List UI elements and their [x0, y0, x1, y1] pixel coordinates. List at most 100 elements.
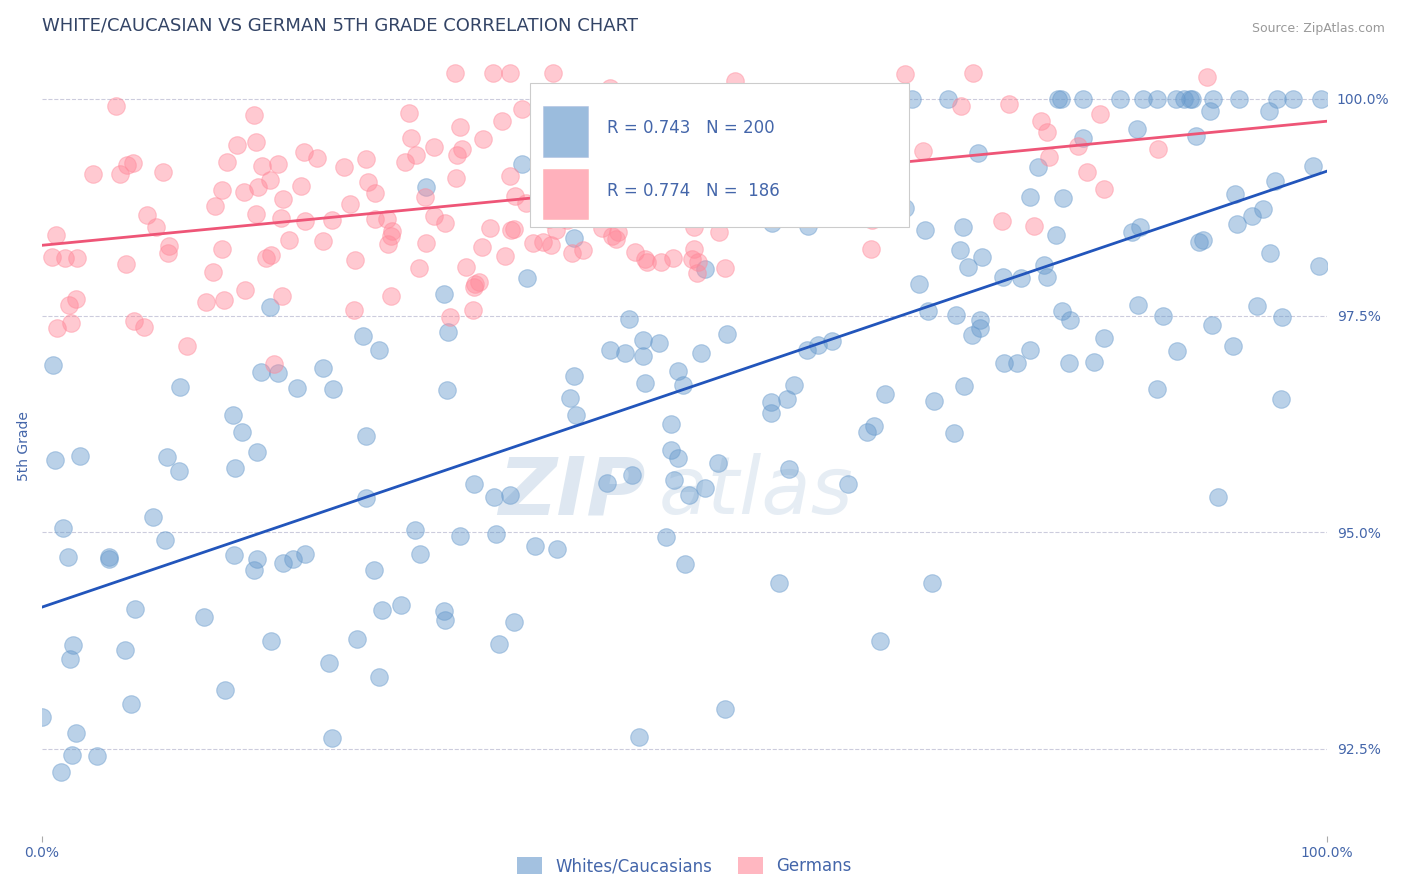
Point: [450, 120, 472, 135]
Point: [250, 365, 273, 379]
Point: [860, 213, 883, 227]
Point: [1092, 331, 1115, 345]
Point: [461, 303, 484, 318]
Point: [368, 670, 391, 684]
Point: [1052, 303, 1074, 318]
Point: [363, 211, 385, 226]
Point: [370, 602, 392, 616]
Point: [1146, 382, 1168, 396]
Point: [463, 279, 485, 293]
Point: [657, 115, 679, 129]
Point: [759, 406, 782, 420]
Point: [1270, 392, 1292, 406]
Point: [631, 333, 654, 347]
Point: [339, 197, 361, 211]
Point: [1128, 298, 1150, 312]
Point: [1258, 246, 1281, 260]
Point: [120, 697, 142, 711]
Point: [543, 66, 565, 80]
Point: [1166, 343, 1188, 358]
Point: [686, 255, 709, 269]
Point: [494, 249, 516, 263]
Point: [998, 96, 1021, 111]
Point: [524, 539, 547, 553]
Point: [875, 387, 897, 401]
Point: [662, 473, 685, 487]
Point: [176, 338, 198, 352]
Point: [211, 242, 233, 256]
Point: [914, 223, 936, 237]
Point: [647, 107, 669, 121]
Point: [768, 575, 790, 590]
Point: [870, 113, 893, 128]
Point: [142, 510, 165, 524]
Point: [1126, 122, 1149, 136]
Point: [446, 148, 468, 162]
Point: [415, 235, 437, 250]
Point: [153, 533, 176, 548]
Point: [860, 243, 883, 257]
Point: [354, 429, 377, 443]
Point: [860, 200, 883, 214]
Point: [755, 161, 778, 175]
Point: [620, 205, 643, 219]
Point: [285, 381, 308, 395]
Point: [949, 98, 972, 112]
Point: [195, 294, 218, 309]
Point: [562, 369, 585, 384]
Point: [868, 167, 890, 181]
Point: [363, 562, 385, 576]
Point: [596, 476, 619, 491]
Point: [761, 177, 783, 191]
Point: [415, 190, 437, 204]
Point: [363, 186, 385, 200]
Point: [156, 450, 179, 464]
Point: [1018, 343, 1040, 358]
Point: [259, 173, 281, 187]
Point: [1129, 219, 1152, 234]
Point: [1308, 259, 1330, 273]
Point: [352, 329, 374, 343]
Point: [957, 260, 980, 274]
Point: [439, 310, 461, 324]
Point: [783, 378, 806, 392]
Point: [45, 227, 67, 242]
Point: [1146, 92, 1168, 106]
Point: [801, 190, 824, 204]
Point: [678, 488, 700, 502]
Point: [991, 269, 1014, 284]
Point: [1090, 107, 1112, 121]
Point: [263, 358, 285, 372]
Point: [1052, 191, 1074, 205]
Point: [1246, 300, 1268, 314]
Point: [65, 292, 87, 306]
Point: [531, 235, 554, 249]
Point: [97, 549, 120, 564]
Point: [312, 361, 335, 376]
Point: [949, 243, 972, 257]
Point: [482, 66, 505, 80]
Point: [938, 92, 960, 106]
Point: [553, 150, 575, 164]
Point: [621, 468, 644, 483]
Point: [686, 266, 709, 280]
Bar: [543, 106, 588, 157]
Point: [1178, 92, 1201, 106]
Point: [1197, 70, 1219, 84]
Point: [1202, 92, 1225, 106]
Legend: Whites/Caucasians, Germans: Whites/Caucasians, Germans: [510, 850, 858, 882]
Point: [41, 250, 63, 264]
Point: [62, 638, 84, 652]
Point: [815, 145, 838, 160]
Point: [793, 149, 815, 163]
Point: [1071, 92, 1094, 106]
Point: [886, 155, 908, 169]
Point: [1022, 219, 1045, 233]
Point: [377, 237, 399, 252]
Point: [380, 229, 402, 244]
Point: [124, 602, 146, 616]
Point: [907, 277, 929, 291]
Point: [640, 177, 662, 191]
Point: [449, 529, 471, 543]
Point: [1181, 92, 1204, 106]
